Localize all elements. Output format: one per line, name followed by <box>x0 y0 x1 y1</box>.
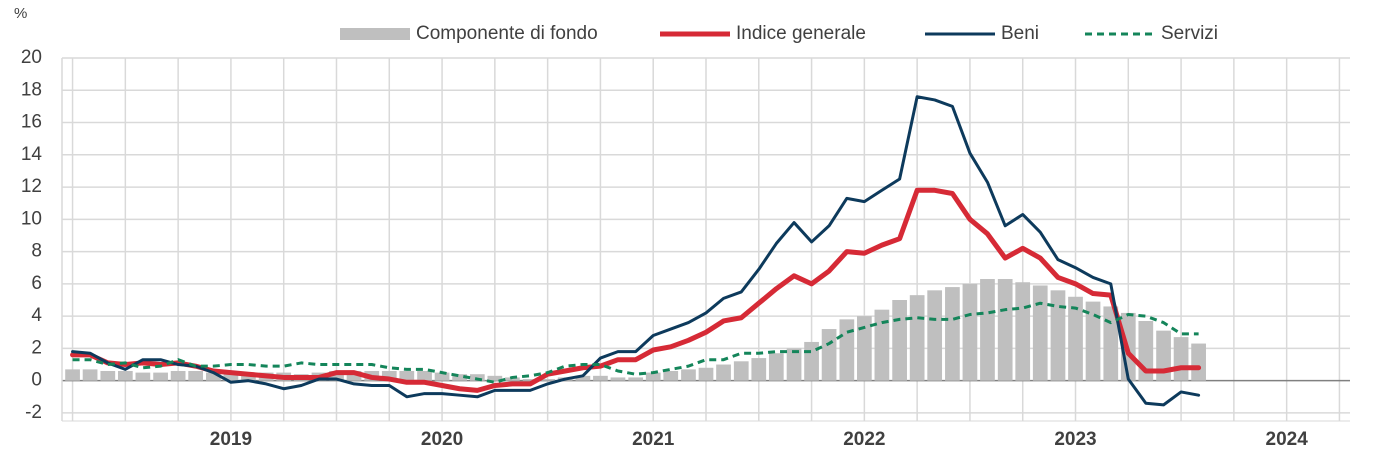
bar <box>65 369 80 381</box>
bar <box>892 300 907 381</box>
bar <box>663 370 679 381</box>
bar <box>452 374 467 381</box>
bar <box>980 279 995 381</box>
bar <box>751 358 767 381</box>
lines <box>70 95 1202 407</box>
y-tick-label: 4 <box>31 305 42 326</box>
bar <box>469 374 485 381</box>
y-tick-label: 14 <box>21 144 43 165</box>
line-series <box>71 95 1201 407</box>
bar <box>117 370 133 381</box>
bar <box>857 316 872 381</box>
y-tick-label: 0 <box>31 370 42 391</box>
x-tick-label: 2022 <box>843 429 885 450</box>
bar <box>487 375 503 381</box>
bar <box>786 348 802 381</box>
bar <box>505 377 520 381</box>
bar <box>540 379 555 381</box>
bar <box>206 372 221 381</box>
bar <box>645 372 661 381</box>
x-tick-label: 2019 <box>210 429 252 450</box>
x-tick-label: 2021 <box>632 429 675 450</box>
bar <box>628 377 644 381</box>
bar <box>909 295 925 381</box>
bar <box>399 370 415 381</box>
bar <box>434 372 450 381</box>
x-tick-label: 2024 <box>1266 429 1309 450</box>
bar <box>381 370 397 381</box>
bar <box>681 369 696 381</box>
legend-label: Servizi <box>1161 23 1218 44</box>
bar <box>1191 343 1206 381</box>
legend-label: Componente di fondo <box>416 23 598 44</box>
y-tick-label: 10 <box>21 208 42 229</box>
bar <box>945 287 960 381</box>
y-axis-label: % <box>14 5 27 22</box>
bar <box>417 370 432 381</box>
bar <box>610 377 626 381</box>
x-tick-label: 2023 <box>1054 429 1096 450</box>
y-tick-label: 16 <box>21 112 42 133</box>
bar <box>733 361 749 381</box>
labels: -2 0 2 4 6 8 10 12 14 16 18 20 2019 2020 2021 2022 2023 2… <box>21 47 1308 450</box>
bar <box>329 370 344 381</box>
bar <box>1032 285 1048 381</box>
bar <box>188 370 204 381</box>
bar <box>346 370 362 381</box>
y-tick-label: 8 <box>31 241 42 262</box>
y-tick-label: -2 <box>25 402 42 423</box>
bar <box>100 370 116 381</box>
bar <box>1103 306 1119 381</box>
line-series <box>70 187 1202 393</box>
legend-swatch <box>340 28 410 40</box>
bar <box>522 379 538 381</box>
bar <box>716 364 731 381</box>
x-tick-label: 2020 <box>421 429 463 450</box>
legend-label: Indice generale <box>736 23 866 44</box>
y-tick-label: 18 <box>21 79 42 100</box>
y-tick-label: 2 <box>31 337 42 358</box>
bar <box>1173 337 1189 381</box>
bar <box>997 279 1013 381</box>
bar <box>1085 301 1101 381</box>
legend: Componente di fondo Indice generale Beni Se… <box>340 23 1218 44</box>
y-tick-label: 6 <box>31 273 42 294</box>
bar <box>1068 296 1083 381</box>
bar <box>153 372 168 381</box>
bar <box>1015 282 1031 381</box>
bar <box>839 319 855 381</box>
bar <box>170 370 186 381</box>
bar <box>135 372 151 381</box>
bar <box>874 309 890 381</box>
bar <box>821 329 837 381</box>
bar <box>82 369 98 381</box>
bar <box>593 375 608 381</box>
bar <box>241 374 256 381</box>
bar <box>1050 290 1066 381</box>
legend-label: Beni <box>1001 23 1039 44</box>
bar <box>768 353 784 381</box>
y-tick-label: 20 <box>21 47 42 68</box>
bar <box>962 283 978 381</box>
bar <box>927 290 943 381</box>
y-tick-label: 12 <box>21 176 42 197</box>
bar <box>698 367 714 381</box>
bars <box>65 279 1206 381</box>
bar <box>575 375 591 381</box>
bar <box>223 374 239 381</box>
